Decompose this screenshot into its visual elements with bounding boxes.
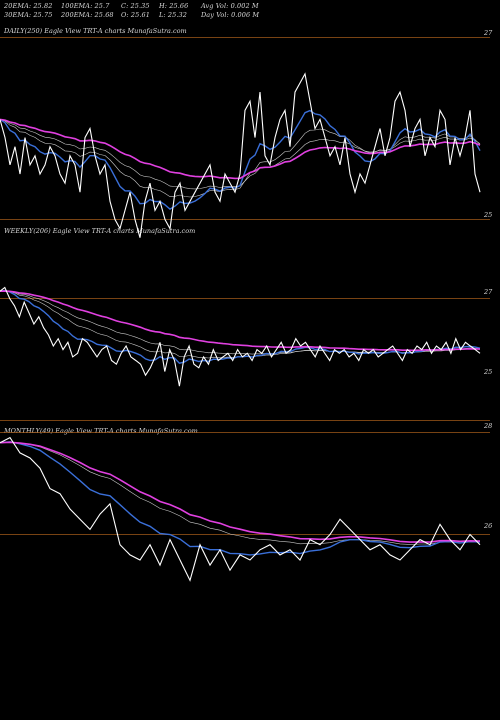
monthly-ema-brown-line [0,441,481,543]
ema200-label: 200EMA: 25.68 [61,11,114,19]
weekly-panel [0,286,490,421]
weekly-ema-white-b-line [0,290,481,359]
monthly-ema-white-b-line [0,441,481,545]
monthly-price-line [0,436,481,582]
header-row-2: 30EMA: 25.75 200EMA: 25.68 O: 25.61 L: 2… [4,11,259,19]
low-label: L: 25.32 [159,11,187,19]
monthly-ema-white-a-line [0,441,481,543]
monthly-ema-pink-line [0,441,481,543]
weekly-panel-label: WEEKLY(206) Eagle View TRT-A charts Muna… [4,227,196,235]
weekly-tick-bottom: 25 [484,368,493,376]
daily-ema-pink-line [0,118,481,180]
ema100-label: 100EMA: 25.7 [61,2,110,10]
monthly-tick-top: 28 [484,422,493,430]
daily-tick-top: 27 [484,29,493,37]
monthly-ema-blue-line [0,441,481,556]
daily-ema-blue-line [0,109,481,210]
daily-ema-white-b-line [0,119,481,198]
weekly-ema-pink-line [0,290,481,352]
close-label: C: 25.35 [121,2,150,10]
daily-panel-label: DAILY(250) Eagle View TRT-A charts Munaf… [4,27,187,35]
monthly-tick-bottom: 26 [484,522,493,530]
high-label: H: 25.66 [159,2,189,10]
monthly-panel-label: MONTHLY(49) Eagle View TRT-A charts Muna… [4,427,198,435]
day-vol-label: Day Vol: 0.006 M [201,11,260,19]
daily-price-line [0,72,481,238]
daily-panel [0,37,490,238]
ema30-label: 30EMA: 25.75 [4,11,53,19]
open-label: O: 25.61 [121,11,150,19]
monthly-panel [0,432,490,582]
weekly-ema-brown-line [0,290,481,351]
daily-tick-bottom: 25 [484,211,493,219]
weekly-price-line [0,286,481,387]
weekly-ema-blue-line [0,289,481,364]
weekly-tick-top: 27 [484,288,493,296]
header-row-1: 20EMA: 25.82 100EMA: 25.7 C: 25.35 H: 25… [4,2,259,10]
ema20-label: 20EMA: 25.82 [4,2,53,10]
avg-vol-label: Avg Vol: 0.002 M [201,2,259,10]
